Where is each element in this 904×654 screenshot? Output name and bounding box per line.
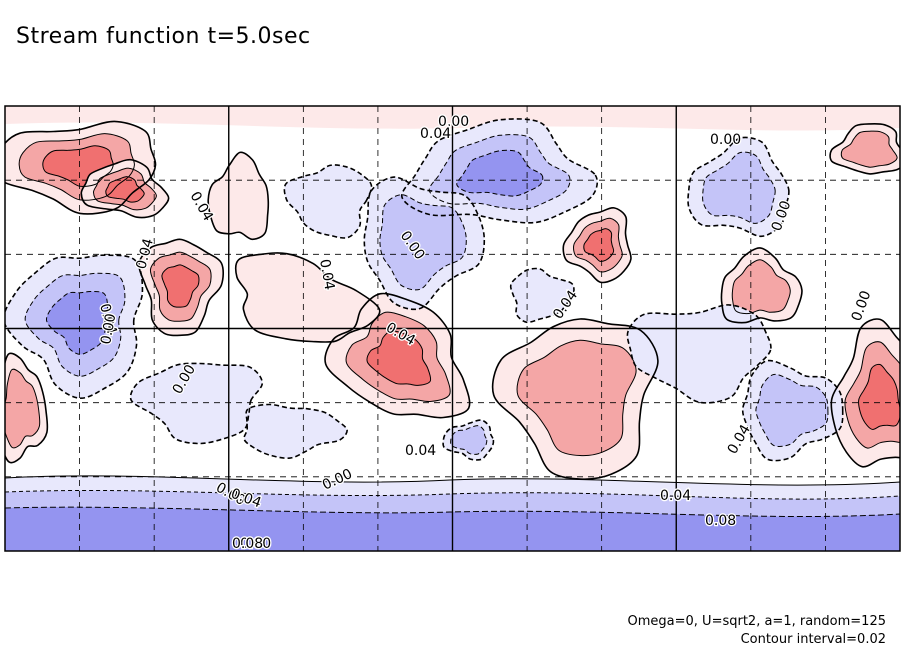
positive-contour-0-1 [18, 133, 135, 201]
negative-cell-13-level-1 [379, 194, 467, 290]
positive-contour-4-2 [366, 330, 432, 386]
southern-band-contour-2 [5, 506, 900, 551]
negative-contour-14-1 [24, 272, 126, 377]
negative-cell-18-level-0 [627, 304, 771, 403]
parameter-note: Omega=0, U=sqrt2, a=1, random=125 [627, 614, 886, 629]
positive-cell-2-level-2 [161, 264, 200, 308]
negative-contour-15-1 [702, 151, 776, 224]
positive-contour-1-1 [93, 167, 157, 211]
positive-contour-8-1 [731, 259, 791, 315]
negative-contour-16-0 [741, 359, 844, 462]
negative-cell-21-level-0 [284, 164, 372, 239]
positive-contour-9-1 [840, 130, 898, 168]
contour-interval-note: Contour interval=0.02 [740, 632, 886, 647]
negative-contour-20-0 [442, 419, 495, 461]
negative-contour-13-0 [363, 176, 486, 311]
positive-contour-3-2 [583, 228, 615, 262]
negative-contour-22-0 [509, 267, 575, 324]
positive-contour-6-0 [830, 318, 900, 468]
southern-band-contour-0 [5, 475, 900, 551]
positive-cell-11-level-0 [235, 252, 380, 343]
positive-contour-7-0 [5, 352, 49, 464]
contour-label-18: 0.04 [660, 488, 691, 504]
contour-label-5: 0.00 [98, 312, 119, 345]
positive-contour-9-0 [829, 122, 900, 175]
negative-contour-16-1 [755, 373, 829, 447]
negative-cell-17-level-0 [244, 404, 348, 459]
positive-contour-3-0 [562, 207, 632, 284]
negative-cell-22-level-0 [510, 268, 574, 323]
negative-cell-14-level-2 [46, 291, 108, 355]
positive-cell-3-level-2 [583, 228, 614, 262]
negative-cell-15-level-1 [702, 152, 776, 224]
negative-cell-16-level-1 [755, 374, 828, 447]
positive-contour-6-2 [858, 363, 900, 430]
negative-contour-14-0 [5, 254, 144, 400]
positive-contour-11-0 [234, 252, 381, 343]
negative-contour-18-0 [626, 304, 772, 404]
positive-contour-5-1 [516, 339, 637, 457]
negative-contour-19-0 [129, 362, 264, 445]
contour-label-22: 0.08 [232, 536, 263, 552]
southern-band-contour-1 [5, 489, 900, 551]
positive-cell-4-level-2 [367, 330, 431, 386]
positive-contour-1-2 [105, 176, 145, 203]
positive-contour-7-1 [5, 368, 41, 449]
positive-contour-1-0 [80, 158, 170, 219]
negative-contour-15-0 [687, 136, 790, 238]
positive-contour-4-1 [345, 311, 451, 403]
positive-contour-8-0 [720, 247, 803, 324]
contour-label-6: 0.04 [316, 258, 337, 292]
grid-lines [5, 106, 900, 551]
contour-label-20: 0.00 [240, 536, 271, 552]
negative-contour-20-1 [450, 425, 488, 455]
positive-contour-2-2 [161, 264, 200, 308]
negative-contour-12-2 [456, 149, 544, 197]
contour-lines [5, 118, 900, 551]
contour-label-13: 0.00 [710, 132, 741, 148]
positive-cell-9-level-1 [841, 131, 898, 168]
positive-cell-1-level-2 [105, 176, 145, 203]
positive-cell-7-level-1 [5, 369, 40, 448]
positive-contour-3-1 [573, 217, 623, 273]
negative-cell-20-level-1 [450, 425, 487, 455]
negative-contour-17-0 [243, 403, 348, 460]
contour-label-0: 0.00 [438, 114, 469, 130]
positive-contour-10-0 [207, 151, 270, 241]
plot-frame [4, 105, 901, 552]
negative-contour-21-0 [283, 164, 373, 239]
contour-label-1: 0.04 [420, 126, 451, 142]
negative-cell-12-level-2 [456, 150, 543, 197]
positive-cell-5-level-1 [517, 340, 637, 456]
positive-contour-2-1 [149, 251, 212, 322]
chart-title: Stream function t=5.0sec [16, 24, 311, 49]
contour-label-11: 0.04 [405, 443, 436, 459]
negative-contour-12-0 [401, 118, 599, 224]
contour-label-19: 0.08 [705, 513, 736, 529]
positive-contour-6-1 [844, 341, 900, 449]
positive-cell-10-level-0 [208, 152, 269, 240]
positive-contour-5-0 [491, 318, 659, 480]
positive-cell-8-level-1 [732, 259, 791, 314]
negative-contour-14-2 [45, 290, 109, 355]
